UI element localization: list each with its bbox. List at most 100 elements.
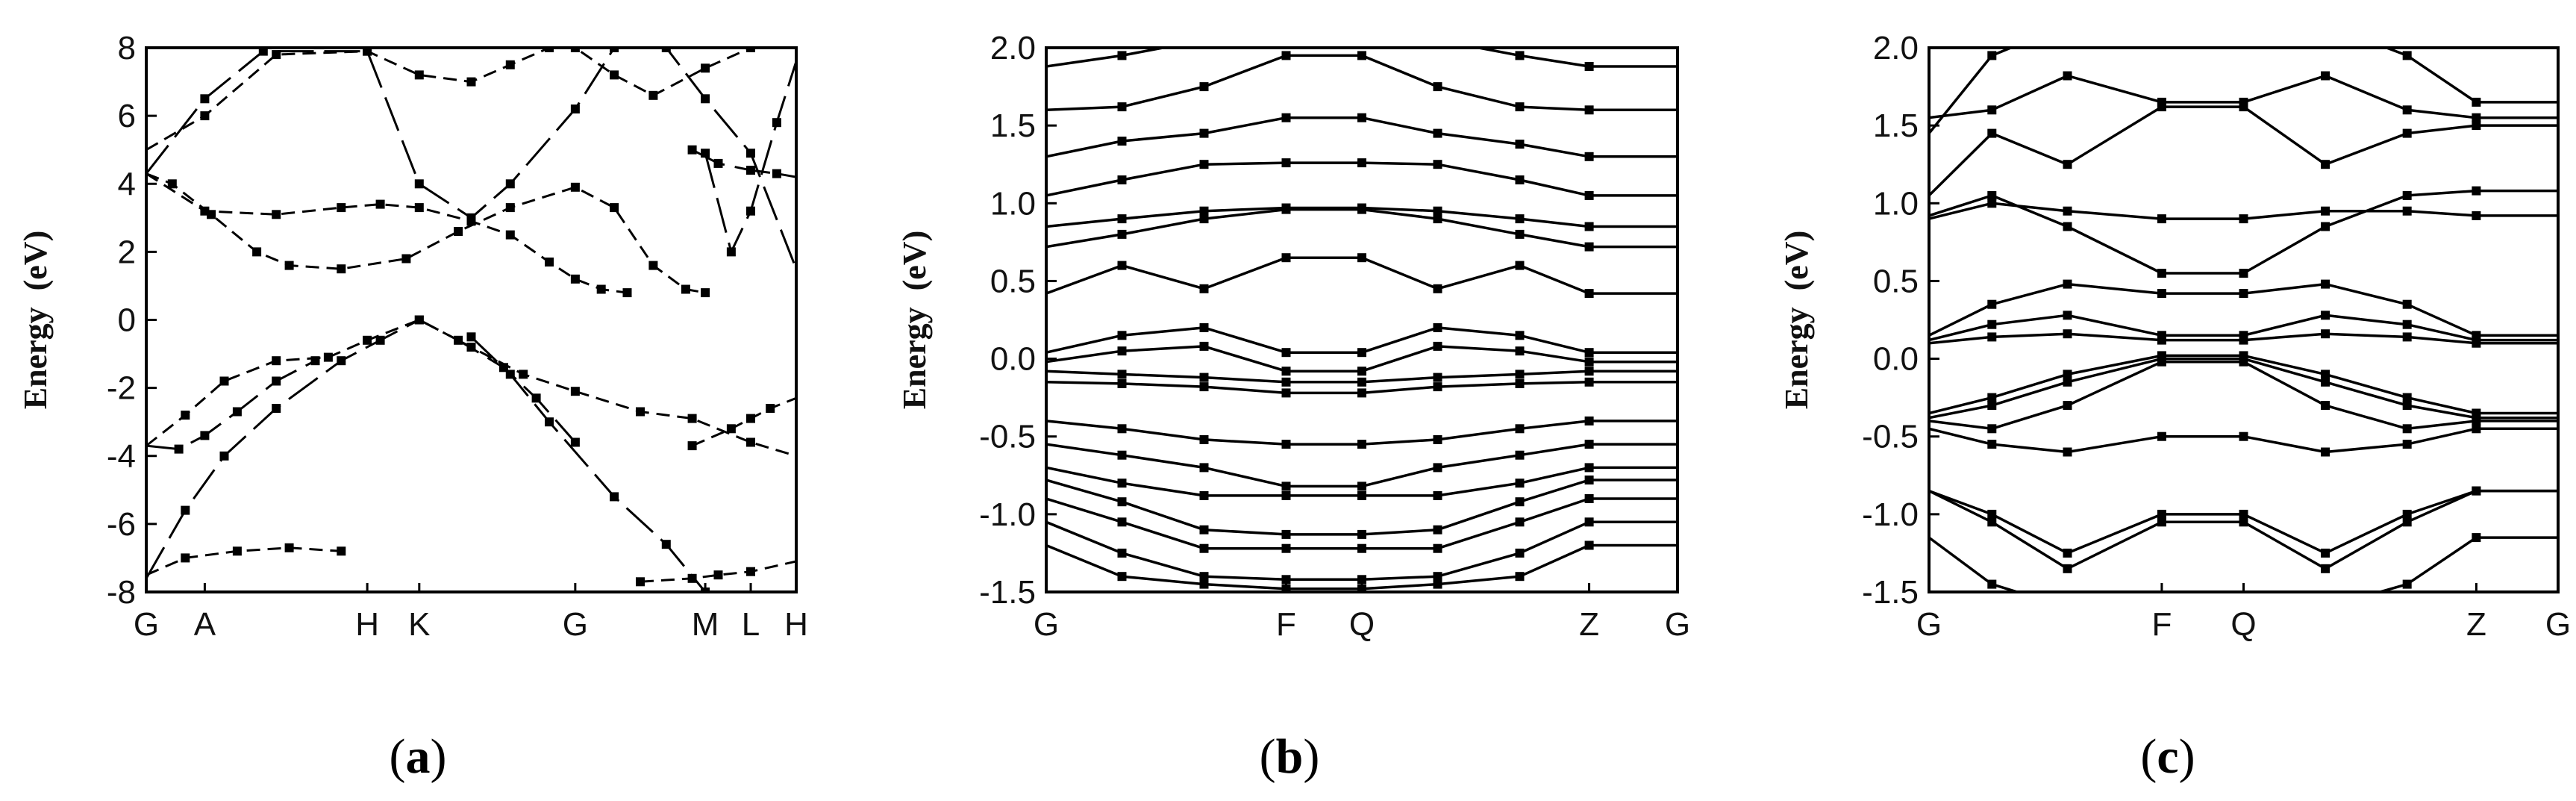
band-point-8-6: [414, 203, 424, 213]
band-point-12-8: [2472, 424, 2481, 434]
y-axis-title: Energy (eV): [17, 231, 54, 410]
panel-label-a: (a): [390, 729, 447, 784]
band-point-5-7: [2402, 206, 2412, 216]
band-point-1-11: [701, 94, 710, 104]
y-tick-label-7: -4: [107, 438, 136, 475]
kpoint-label-4: Z: [1579, 606, 1599, 643]
band-point-7-13: [746, 48, 755, 52]
band-point-11-4: [1281, 388, 1291, 398]
band-point-4-4: [1281, 158, 1291, 168]
band-point-12-4: [1281, 440, 1291, 449]
band-point-3-2: [1987, 128, 1997, 138]
band-line-3: [1929, 105, 2558, 197]
band-point-7-11: [648, 90, 658, 100]
band-point-7-5: [1357, 253, 1366, 263]
band-line-11: [146, 546, 342, 576]
panel-label-b: (b): [1260, 729, 1320, 784]
band-point-7-7: [505, 60, 515, 69]
band-point-9-6: [337, 264, 346, 274]
plot-area: [1046, 36, 1678, 592]
band-point-1-12: [746, 149, 755, 158]
y-tick-label-3: 1.0: [990, 185, 1036, 222]
band-point-2-7: [1515, 102, 1525, 112]
band-point-4-5: [2239, 269, 2248, 278]
band-point-9-5: [284, 261, 294, 270]
band-point-9-2: [167, 179, 177, 189]
band-point-6-5: [272, 376, 281, 386]
band-line-7: [146, 48, 796, 151]
band-line-9: [146, 172, 706, 294]
kpoint-label-1: G: [1034, 606, 1059, 643]
band-point-5-7: [1515, 214, 1525, 224]
band-point-10-2: [181, 411, 190, 420]
band-point-6-4: [232, 407, 242, 417]
band-point-2-10: [531, 393, 541, 403]
band-point-9-9: [505, 203, 515, 213]
y-tick-label-5: 0: [118, 302, 136, 339]
band-point-16-6: [1433, 543, 1442, 553]
band-point-8-5: [2239, 335, 2248, 345]
band-point-3-5: [1357, 113, 1366, 122]
band-point-3-6: [2321, 160, 2330, 169]
band-point-2-4: [1281, 51, 1291, 60]
band-point-2-6: [2321, 71, 2330, 81]
band-point-17-6: [1433, 572, 1442, 582]
band-point-8-8: [1584, 348, 1594, 358]
band-point-13-5: [2239, 509, 2248, 519]
y-tick-label-4: 0.5: [990, 263, 1036, 299]
band-point-3-3: [2063, 160, 2072, 169]
band-point-3-6: [1433, 128, 1442, 138]
band-point-6-8: [1584, 242, 1594, 252]
band-point-13-3: [2063, 548, 2072, 558]
band-point-13-4: [2157, 509, 2166, 519]
band-point-11-8: [2472, 416, 2481, 426]
band-point-1-2: [1987, 51, 1997, 60]
plot-area: [1929, 48, 2558, 592]
band-point-9-6: [1433, 341, 1442, 351]
band-point-9-2: [1987, 393, 1997, 402]
band-point-3-1: [466, 332, 476, 342]
band-point-2-6: [375, 335, 385, 345]
band-point-9-12: [648, 261, 658, 270]
band-point-6-3: [1199, 214, 1209, 224]
band-point-9-8: [1584, 357, 1594, 367]
kpoint-label-5: G: [563, 606, 588, 643]
band-point-13-3: [746, 414, 755, 423]
band-point-1-9: [610, 48, 619, 52]
band-point-13-2: [1117, 450, 1127, 460]
kpoint-label-2: A: [194, 606, 216, 643]
band-point-7-7: [2402, 320, 2412, 329]
y-tick-label-3: 1.0: [1873, 185, 1919, 222]
band-point-1-6: [1434, 36, 1442, 45]
band-line-13: [1046, 443, 1678, 488]
y-axis-title: Energy (eV): [896, 231, 933, 410]
band-point-17-7: [1515, 548, 1525, 558]
plot-frame: [1045, 46, 1679, 593]
band-point-14-4: [2157, 517, 2166, 527]
band-point-10-2: [1117, 370, 1127, 379]
band-point-7-2: [1987, 320, 1997, 329]
band-point-13-3: [1199, 463, 1209, 473]
band-point-4-2: [1117, 175, 1127, 184]
band-point-3-4: [2157, 102, 2166, 112]
band-point-3-4: [610, 492, 619, 502]
band-point-6-5: [2239, 289, 2248, 299]
band-point-2-3: [1199, 82, 1209, 92]
band-point-9-13: [681, 284, 690, 294]
band-point-17-5: [1357, 575, 1366, 585]
band-point-11-5: [1357, 388, 1366, 398]
band-point-11-5: [2239, 357, 2248, 367]
band-point-3-4: [1281, 113, 1291, 122]
band-point-12-3: [2063, 447, 2072, 457]
band-point-12-4: [2157, 431, 2166, 441]
band-point-2-11: [570, 437, 580, 447]
band-point-8-10: [570, 274, 580, 284]
y-tick-label-6: -2: [107, 370, 136, 407]
band-point-9-8: [454, 227, 463, 236]
band-point-7-3: [2063, 311, 2072, 320]
band-point-8-12: [622, 288, 632, 298]
band-point-8-3: [272, 210, 281, 219]
kpoint-label-1: G: [1916, 606, 1942, 643]
band-point-11-4: [284, 543, 294, 552]
band-point-6-4: [1281, 205, 1291, 214]
